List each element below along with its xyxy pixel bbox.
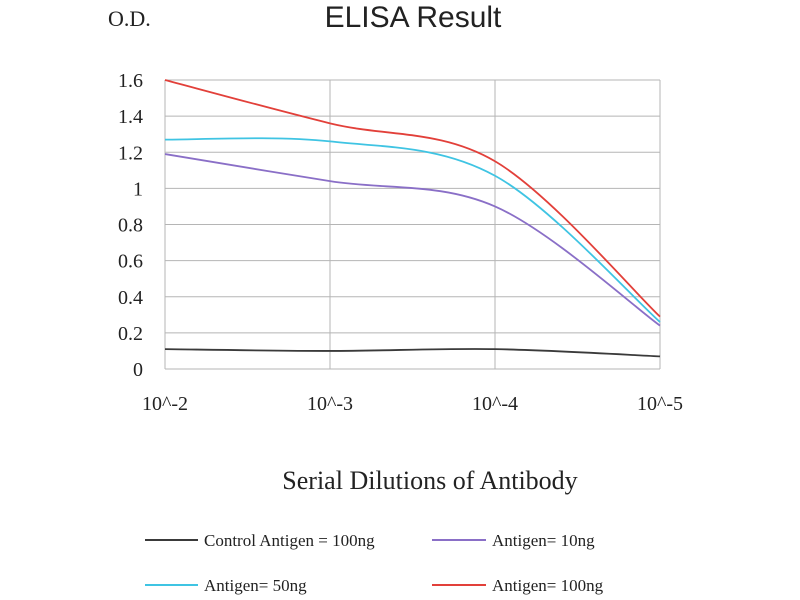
legend-item-50ng: Antigen= 50ng (145, 576, 307, 595)
y-tick-labels: 0 0.2 0.4 0.6 0.8 1 1.2 1.4 1.6 (118, 70, 143, 381)
data-series (164, 79, 661, 358)
x-axis-label: Serial Dilutions of Antibody (282, 466, 577, 495)
x-tick-label: 10^-2 (142, 393, 188, 415)
y-tick-label: 0.8 (118, 215, 143, 237)
legend-item-100ng: Antigen= 100ng (432, 576, 604, 595)
legend-label-100ng: Antigen= 100ng (492, 576, 604, 595)
series-line-3 (164, 79, 661, 318)
legend-item-control: Control Antigen = 100ng (145, 531, 375, 550)
y-tick-label: 1.2 (118, 142, 143, 164)
y-tick-label: 1.6 (118, 70, 143, 92)
y-tick-label: 0.4 (118, 287, 143, 309)
legend-label-50ng: Antigen= 50ng (204, 576, 307, 595)
y-axis-label: O.D. (108, 6, 151, 31)
y-tick-label: 0.2 (118, 323, 143, 345)
legend: Control Antigen = 100ng Antigen= 10ng An… (145, 531, 604, 595)
legend-item-10ng: Antigen= 10ng (432, 531, 595, 550)
series-line-1 (164, 153, 661, 327)
x-tick-label: 10^-3 (307, 393, 353, 415)
x-tick-label: 10^-5 (637, 393, 683, 415)
series-line-0 (164, 348, 661, 358)
y-tick-label: 1.4 (118, 106, 143, 128)
legend-label-10ng: Antigen= 10ng (492, 531, 595, 550)
y-tick-label: 1 (133, 178, 143, 200)
y-tick-label: 0 (133, 359, 143, 381)
legend-label-control: Control Antigen = 100ng (204, 531, 375, 550)
series-line-2 (164, 137, 661, 323)
y-tick-label: 0.6 (118, 251, 143, 273)
x-tick-label: 10^-4 (472, 393, 518, 415)
x-tick-labels: 10^-2 10^-3 10^-4 10^-5 (142, 393, 683, 415)
chart-title: ELISA Result (325, 1, 502, 34)
grid (164, 79, 661, 370)
